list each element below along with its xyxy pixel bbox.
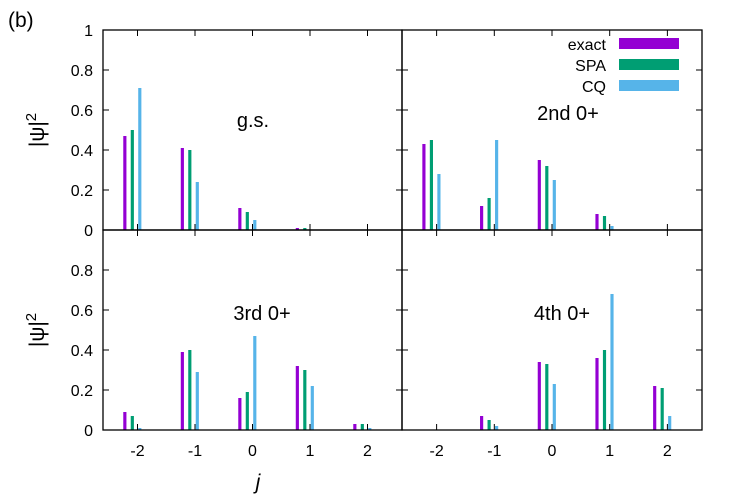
bar-cq xyxy=(495,140,499,230)
bar-cq xyxy=(610,226,614,230)
legend-label: exact xyxy=(568,37,607,54)
x-tick-label: 0 xyxy=(548,443,557,460)
x-tick-label: 2 xyxy=(363,443,372,460)
bar-cq xyxy=(552,180,556,230)
bar-spa xyxy=(303,228,307,230)
bar-cq xyxy=(368,428,372,430)
x-tick-label: -1 xyxy=(487,443,501,460)
bar-exact xyxy=(238,398,242,430)
y-tick-label: 0.4 xyxy=(71,343,93,360)
bar-spa xyxy=(130,416,134,430)
y-tick-label: 0.8 xyxy=(71,63,93,80)
bar-exact xyxy=(422,144,426,230)
legend-swatch-spa xyxy=(619,59,679,70)
panel-title: 3rd 0+ xyxy=(233,303,290,325)
bar-spa xyxy=(545,364,549,430)
legend-label: SPA xyxy=(575,58,606,75)
y-tick-label: 0.4 xyxy=(71,143,93,160)
bar-cq xyxy=(310,386,314,430)
y-tick-label: 1 xyxy=(84,23,93,40)
y-tick-label: 0.2 xyxy=(71,383,93,400)
bar-spa xyxy=(188,150,192,230)
bar-cq xyxy=(138,88,142,230)
bar-exact xyxy=(123,136,127,230)
y-tick-label: 0 xyxy=(84,223,93,240)
bar-spa xyxy=(602,216,607,230)
y-tick-label: 0.6 xyxy=(71,103,93,120)
bar-cq xyxy=(610,294,614,430)
bar-spa xyxy=(545,166,549,230)
x-tick-label: 0 xyxy=(248,443,257,460)
x-tick-label: 1 xyxy=(605,443,614,460)
bar-cq xyxy=(195,182,199,230)
bar-exact xyxy=(480,206,484,230)
bar-exact xyxy=(595,358,599,430)
bar-spa xyxy=(360,424,364,430)
bar-cq xyxy=(253,220,257,230)
bar-exact xyxy=(595,214,599,230)
panel-3: -2 -1 0 1 2 0 0.2 0.4 0.6 0.8 3rd 0+ |ψ|2 xyxy=(23,229,403,460)
bar-cq xyxy=(195,372,199,430)
bar-spa xyxy=(660,388,664,430)
y-tick-label: 0.6 xyxy=(71,303,93,320)
bar-cq xyxy=(253,336,257,430)
bar-exact xyxy=(180,148,184,230)
x-tick-label: -1 xyxy=(188,443,202,460)
panel-2: 2nd 0+ xyxy=(401,29,703,231)
panel-title: 4th 0+ xyxy=(534,303,590,325)
bar-exact xyxy=(295,228,299,230)
bar-spa xyxy=(487,198,491,230)
y-tick-label: 0.8 xyxy=(71,263,93,280)
legend-swatch-cq xyxy=(619,80,679,91)
x-axis-label: j xyxy=(253,471,262,494)
x-tick-label: -2 xyxy=(130,443,144,460)
bar-exact xyxy=(537,362,541,430)
bar-cq xyxy=(437,174,441,230)
bar-exact xyxy=(123,412,127,430)
panel-frame xyxy=(401,229,703,431)
bar-spa xyxy=(602,350,607,430)
bar-exact xyxy=(295,366,299,430)
bar-exact xyxy=(480,416,484,430)
plot-grid: 00.20.40.60.81g.s.|ψ|2 2nd 0+-2 -1 0 1 200.20… xyxy=(23,23,703,460)
bar-spa xyxy=(303,370,307,430)
legend: exact SPA CQ xyxy=(568,37,679,96)
bar-cq xyxy=(495,426,499,430)
bar-spa xyxy=(130,130,134,230)
bar-spa xyxy=(188,350,192,430)
bar-spa xyxy=(487,420,491,430)
bar-cq xyxy=(552,384,556,430)
bar-spa xyxy=(429,140,433,230)
x-tick-label: 1 xyxy=(306,443,315,460)
panel-title: 2nd 0+ xyxy=(537,103,599,125)
y-axis-label: |ψ|2 xyxy=(23,313,49,347)
bar-exact xyxy=(180,352,184,430)
panel-4: -2 -1 0 1 2 4th 0+ xyxy=(401,229,703,460)
bar-spa xyxy=(245,392,249,430)
bar-exact xyxy=(653,386,657,430)
bar-exact xyxy=(353,424,357,430)
y-tick-label: 0 xyxy=(84,423,93,440)
bar-cq xyxy=(138,428,142,430)
panel-frame xyxy=(102,229,403,431)
panel-title: g.s. xyxy=(237,110,269,132)
panel-1: 0 0.2 0.4 0.6 0.8 1 g.s. |ψ|2 xyxy=(23,23,403,240)
legend-swatch-exact xyxy=(619,38,679,49)
bar-cq xyxy=(668,416,672,430)
y-tick-label: 0.2 xyxy=(71,183,93,200)
y-axis-label: |ψ|2 xyxy=(23,113,49,147)
bar-exact xyxy=(238,208,242,230)
x-tick-label: 2 xyxy=(663,443,672,460)
x-tick-label: -2 xyxy=(429,443,443,460)
legend-label: CQ xyxy=(582,79,606,96)
bar-exact xyxy=(537,160,541,230)
bar-spa xyxy=(245,212,249,230)
figure-label: (b) xyxy=(8,9,34,32)
